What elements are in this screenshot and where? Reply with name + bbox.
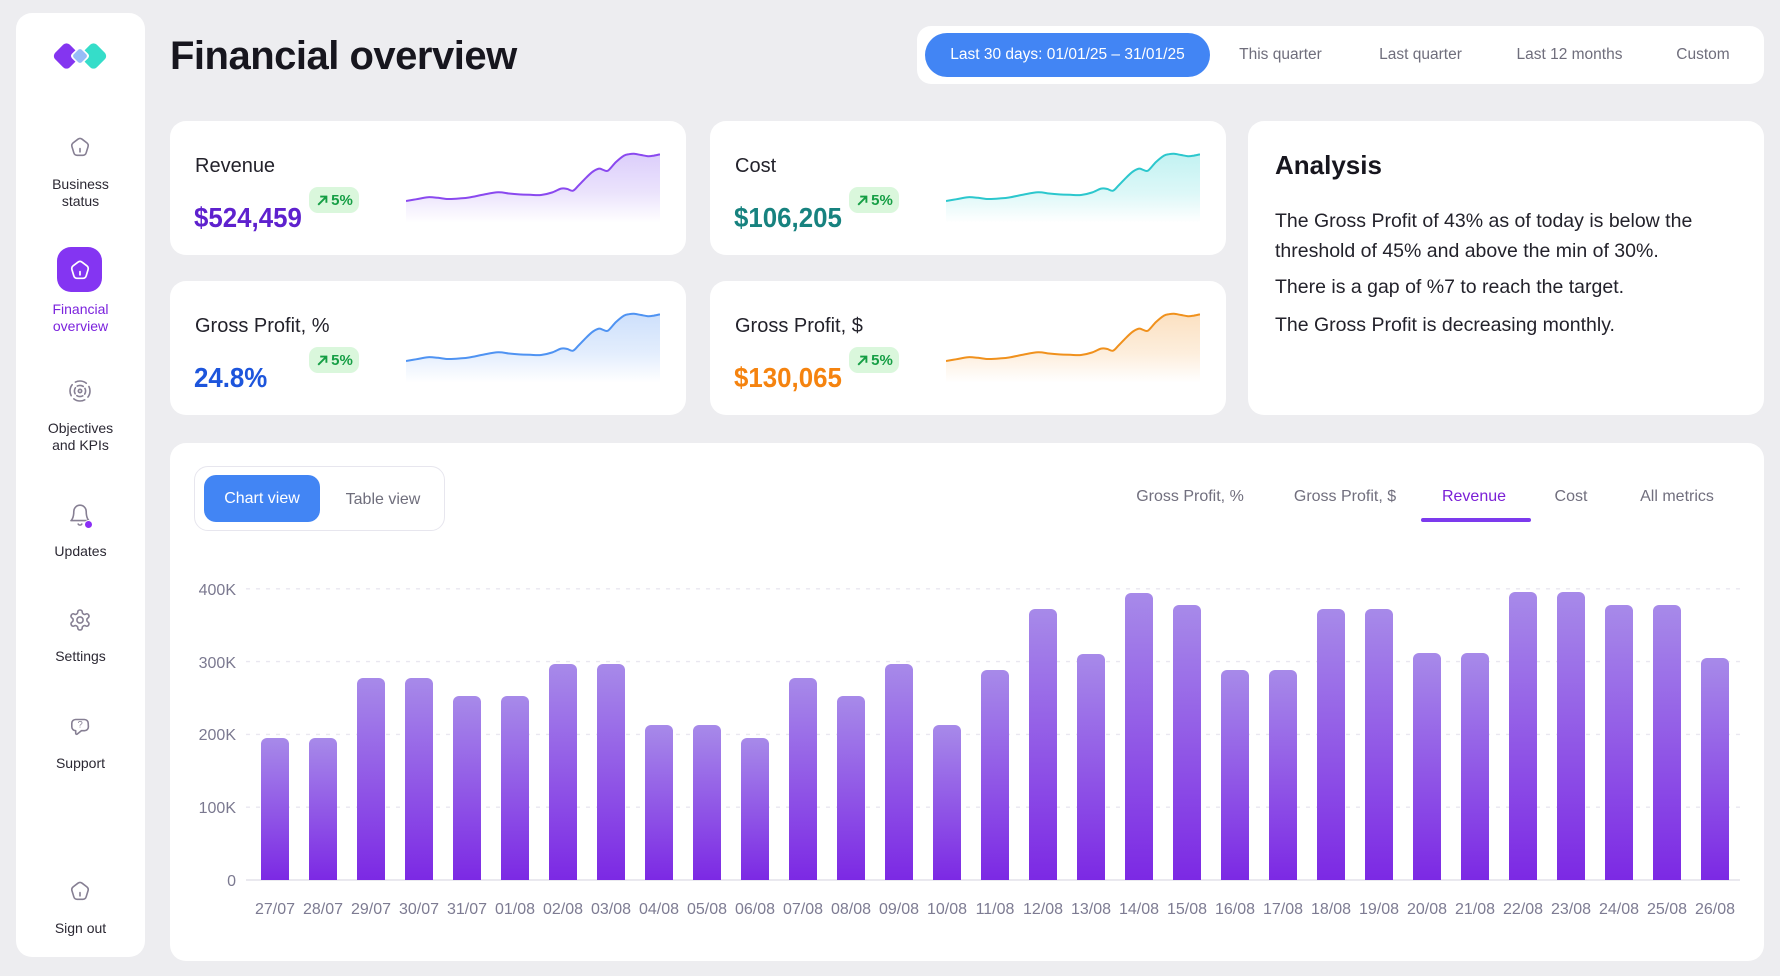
svg-text:?: ?: [78, 720, 83, 731]
